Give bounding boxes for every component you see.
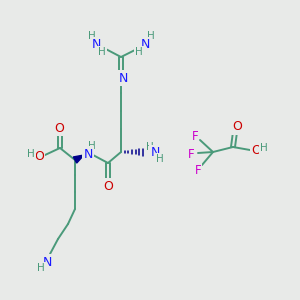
Text: N: N <box>42 256 52 268</box>
Text: N: N <box>118 71 128 85</box>
Text: H: H <box>88 141 96 151</box>
Text: O: O <box>232 121 242 134</box>
Text: O: O <box>54 122 64 134</box>
Text: N: N <box>150 146 160 160</box>
Text: H: H <box>88 31 96 41</box>
Text: N: N <box>83 148 93 160</box>
Text: O: O <box>103 179 113 193</box>
Text: H: H <box>146 142 154 152</box>
Text: N: N <box>140 38 150 52</box>
Text: F: F <box>188 148 194 160</box>
Text: O: O <box>34 149 44 163</box>
Text: H: H <box>135 47 143 57</box>
Text: H: H <box>37 263 45 273</box>
Text: N: N <box>91 38 101 52</box>
Text: H: H <box>27 149 35 159</box>
Text: H: H <box>98 47 106 57</box>
Text: H: H <box>260 143 268 153</box>
Text: H: H <box>156 154 164 164</box>
Polygon shape <box>73 155 84 163</box>
Text: H: H <box>147 31 155 41</box>
Text: F: F <box>192 130 198 143</box>
Text: O: O <box>251 145 261 158</box>
Text: F: F <box>195 164 201 176</box>
